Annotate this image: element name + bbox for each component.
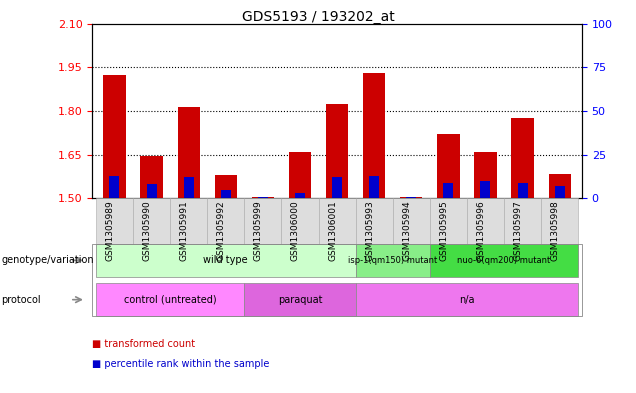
- Bar: [369, 176, 379, 198]
- Bar: [215, 175, 237, 198]
- Text: wild type: wild type: [204, 255, 248, 265]
- Bar: [295, 193, 305, 198]
- Bar: [177, 107, 200, 198]
- Bar: [252, 197, 274, 198]
- Text: GSM1305999: GSM1305999: [254, 200, 263, 261]
- Bar: [474, 152, 497, 198]
- Text: GSM1305994: GSM1305994: [403, 200, 411, 261]
- Text: genotype/variation: genotype/variation: [1, 255, 94, 265]
- Text: GSM1305995: GSM1305995: [439, 200, 448, 261]
- Bar: [555, 186, 565, 198]
- Bar: [289, 152, 311, 198]
- Text: ■ percentile rank within the sample: ■ percentile rank within the sample: [92, 358, 270, 369]
- Bar: [221, 190, 231, 198]
- Bar: [406, 197, 417, 198]
- Bar: [146, 184, 156, 198]
- Text: GSM1306000: GSM1306000: [291, 200, 300, 261]
- Bar: [511, 118, 534, 198]
- Text: control (untreated): control (untreated): [124, 295, 216, 305]
- Text: n/a: n/a: [459, 295, 474, 305]
- Text: GSM1305993: GSM1305993: [365, 200, 374, 261]
- Bar: [184, 178, 194, 198]
- Bar: [400, 197, 422, 198]
- Bar: [443, 183, 453, 198]
- Text: GSM1305996: GSM1305996: [476, 200, 485, 261]
- Bar: [109, 176, 120, 198]
- Text: GDS5193 / 193202_at: GDS5193 / 193202_at: [242, 10, 394, 24]
- Bar: [258, 197, 268, 198]
- Bar: [518, 183, 528, 198]
- Text: GSM1305991: GSM1305991: [180, 200, 189, 261]
- Text: GSM1305992: GSM1305992: [217, 200, 226, 261]
- Bar: [548, 174, 571, 198]
- Bar: [141, 156, 163, 198]
- Text: GSM1305989: GSM1305989: [106, 200, 114, 261]
- Text: GSM1305997: GSM1305997: [514, 200, 523, 261]
- Bar: [363, 73, 385, 198]
- Text: GSM1306001: GSM1306001: [328, 200, 337, 261]
- Text: nuo-6(qm200) mutant: nuo-6(qm200) mutant: [457, 256, 551, 265]
- Text: paraquat: paraquat: [278, 295, 322, 305]
- Text: ■ transformed count: ■ transformed count: [92, 339, 195, 349]
- Bar: [326, 104, 349, 198]
- Bar: [438, 134, 459, 198]
- Text: isp-1(qm150) mutant: isp-1(qm150) mutant: [348, 256, 438, 265]
- Text: protocol: protocol: [1, 295, 41, 305]
- Bar: [332, 178, 342, 198]
- Bar: [104, 75, 126, 198]
- Text: GSM1305998: GSM1305998: [551, 200, 560, 261]
- Text: GSM1305990: GSM1305990: [142, 200, 151, 261]
- Bar: [480, 181, 490, 198]
